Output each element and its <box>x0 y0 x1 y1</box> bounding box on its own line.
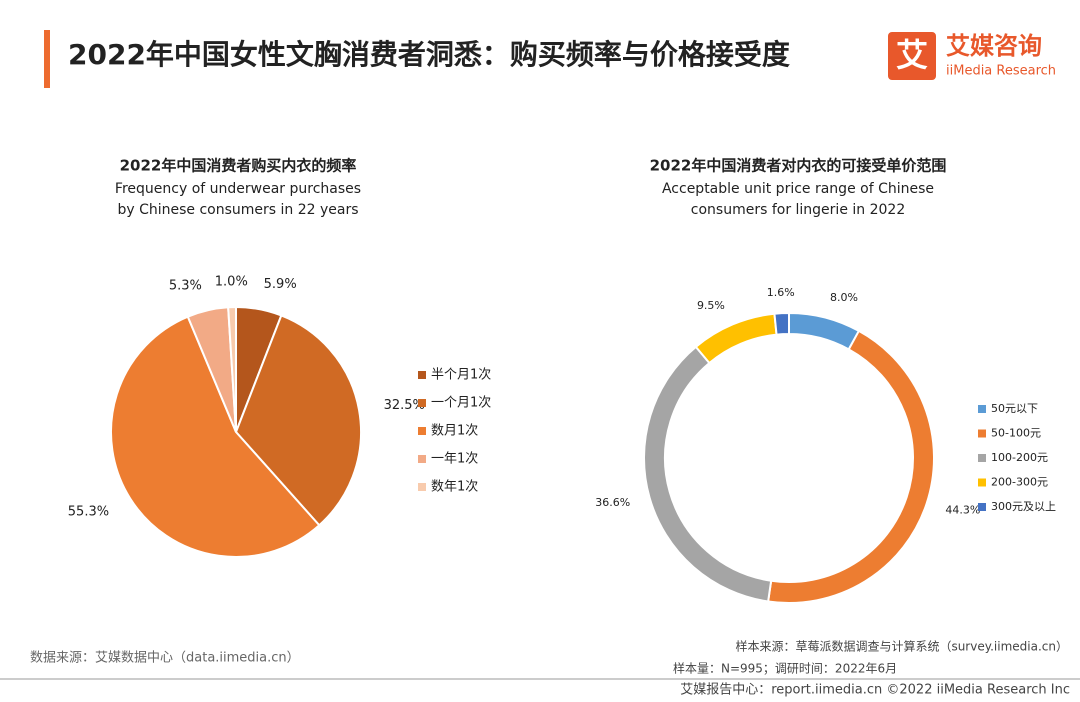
page-title: 2022年中国女性文胸消费者洞悉：购买频率与价格接受度 <box>68 38 790 71</box>
value-label: 5.3% <box>169 278 202 293</box>
value-label: 1.6% <box>767 286 795 299</box>
legend-label: 一个月1次 <box>431 395 491 411</box>
legend-swatch <box>418 399 426 407</box>
value-label: 44.3% <box>945 503 980 516</box>
value-label: 5.9% <box>264 277 297 292</box>
legend-swatch <box>978 503 986 511</box>
chart-subtitle: Frequency of underwear purchases <box>115 181 361 197</box>
slice <box>227 305 237 433</box>
logo-en: iiMedia Research <box>946 64 1056 79</box>
legend-label: 半个月1次 <box>431 367 491 383</box>
legend-swatch <box>978 454 986 462</box>
value-label: 36.6% <box>595 496 630 509</box>
chart-title: 2022年中国消费者购买内衣的频率 <box>120 157 357 175</box>
legend-label: 200-300元 <box>991 476 1048 489</box>
value-label: 9.5% <box>697 299 725 312</box>
chart-subtitle: Acceptable unit price range of Chinese <box>662 181 934 197</box>
legend-label: 数年1次 <box>431 479 478 495</box>
slice <box>773 311 790 336</box>
slice <box>694 312 778 365</box>
chart-subtitle: consumers for lingerie in 2022 <box>691 202 905 218</box>
sample-size: 样本量：N=995；调研时间：2022年6月 <box>673 661 897 676</box>
value-label: 32.5% <box>384 398 425 413</box>
legend-label: 数月1次 <box>431 423 478 439</box>
legend-swatch <box>418 483 426 491</box>
legend-swatch <box>418 371 426 379</box>
logo-box <box>888 32 936 80</box>
legend-label: 100-200元 <box>991 451 1048 464</box>
slice <box>110 315 321 558</box>
slice <box>643 345 773 603</box>
legend-label: 50元以下 <box>991 402 1038 415</box>
chart-subtitle: by Chinese consumers in 22 years <box>117 202 358 218</box>
sample-source: 样本来源：草莓派数据调查与计算系统（survey.iimedia.cn） <box>735 639 1068 654</box>
legend-label: 300元及以上 <box>991 500 1056 513</box>
legend-swatch <box>418 427 426 435</box>
value-label: 1.0% <box>215 275 248 290</box>
legend-swatch <box>978 429 986 438</box>
logo-icon: 艾 <box>896 36 928 74</box>
legend-label: 一年1次 <box>431 451 478 467</box>
legend-swatch <box>978 405 986 413</box>
legend-swatch <box>418 455 426 463</box>
slice <box>788 311 861 351</box>
slice <box>766 329 935 604</box>
legend-swatch <box>978 478 986 487</box>
report: 艾媒报告中心：report.iimedia.cn ©2022 iiMedia R… <box>680 683 1070 698</box>
chart-title: 2022年中国消费者对内衣的可接受单价范围 <box>650 157 947 175</box>
slice <box>234 314 362 527</box>
source: 数据来源：艾媒数据中心（data.iimedia.cn） <box>30 651 300 666</box>
title-accent <box>44 30 50 88</box>
legend-label: 50-100元 <box>991 427 1041 440</box>
value-label: 55.3% <box>68 504 109 519</box>
value-label: 8.0% <box>830 291 858 304</box>
logo-cn: 艾媒咨询 <box>946 32 1042 60</box>
